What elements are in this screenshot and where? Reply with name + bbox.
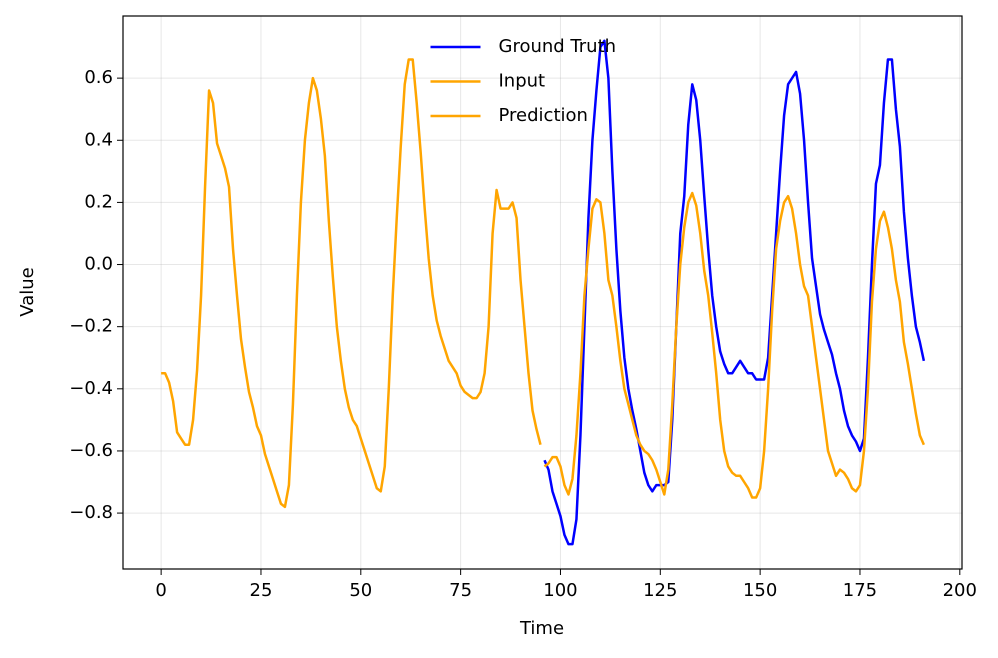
legend-label: Input	[499, 71, 546, 92]
y-axis-label: Value	[17, 267, 38, 316]
series-line	[543, 191, 926, 499]
series-line	[161, 58, 542, 509]
plot-frame	[122, 15, 963, 570]
y-tick-label: 0.2	[84, 191, 113, 212]
series-line	[543, 39, 926, 546]
y-tick-label: −0.4	[69, 378, 113, 399]
x-tick-label: 75	[449, 580, 472, 601]
y-tick-label: −0.2	[69, 316, 113, 337]
y-tick-label: 0.0	[84, 254, 113, 275]
x-tick-label: 175	[843, 580, 877, 601]
y-tick-label: 0.6	[84, 67, 113, 88]
x-tick-label: 150	[743, 580, 777, 601]
x-axis-label: Time	[519, 618, 564, 639]
y-tick-label: −0.6	[69, 440, 113, 461]
x-tick-label: 100	[543, 580, 577, 601]
x-tick-label: 125	[643, 580, 677, 601]
x-tick-label: 25	[250, 580, 273, 601]
y-tick-label: 0.4	[84, 129, 113, 150]
x-tick-label: 200	[943, 580, 977, 601]
x-tick-label: 50	[349, 580, 372, 601]
legend-label: Ground Truth	[499, 36, 617, 57]
y-tick-label: −0.8	[69, 502, 113, 523]
x-tick-label: 0	[155, 580, 166, 601]
legend-label: Prediction	[499, 105, 588, 126]
